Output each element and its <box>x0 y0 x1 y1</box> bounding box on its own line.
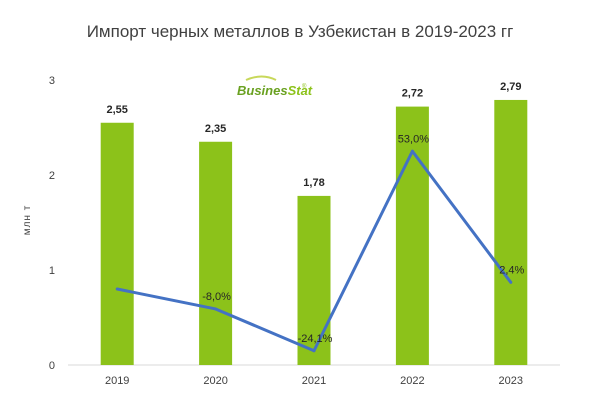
bars <box>100 99 528 365</box>
x-tick-label: 2023 <box>499 375 523 387</box>
bar <box>199 141 233 365</box>
bar <box>297 195 331 365</box>
growth-point <box>312 349 316 353</box>
x-tick-label: 2022 <box>400 375 424 387</box>
bar-value-label: 1,78 <box>303 177 324 189</box>
y-axis: 0 1 2 3 <box>49 75 55 372</box>
growth-label: 53,0% <box>398 133 429 145</box>
svg-text:BusinesStat: BusinesStat <box>237 83 313 98</box>
bar-labels: 2,55 2,35 1,78 2,72 2,79 <box>106 81 521 189</box>
bar <box>100 122 134 365</box>
line-labels: -8,0% -24,1% 53,0% 2,4% <box>202 133 524 345</box>
x-tick-label: 2020 <box>203 375 227 387</box>
growth-label: -24,1% <box>298 333 333 345</box>
bar-value-label: 2,55 <box>106 104 127 116</box>
bar-value-label: 2,79 <box>500 81 521 93</box>
growth-label: 2,4% <box>499 264 524 276</box>
logo-text-part1: Busines <box>237 83 288 98</box>
x-axis: 2019 2020 2021 2022 2023 <box>105 375 523 387</box>
bar-value-label: 2,72 <box>402 88 423 100</box>
y-axis-label: млн т <box>22 205 33 236</box>
growth-point <box>509 280 513 284</box>
logo-swoosh <box>245 75 277 81</box>
x-tick-label: 2019 <box>105 375 129 387</box>
x-tick-label: 2021 <box>302 375 326 387</box>
y-tick-label: 3 <box>49 75 55 87</box>
logo-registered-mark: ® <box>302 83 307 90</box>
y-tick-label: 0 <box>49 360 55 372</box>
growth-point <box>410 149 414 153</box>
y-tick-label: 1 <box>49 265 55 277</box>
y-tick-label: 2 <box>49 170 55 182</box>
bar <box>395 106 429 365</box>
bar <box>494 99 528 365</box>
line-series <box>115 149 513 353</box>
bar-value-label: 2,35 <box>205 123 226 135</box>
chart-title: Импорт черных металлов в Узбекистан в 20… <box>87 22 514 41</box>
growth-label: -8,0% <box>202 291 231 303</box>
logo: BusinesStat ® <box>237 75 313 98</box>
growth-point <box>115 287 119 291</box>
logo-text-part2: Stat <box>288 83 313 98</box>
growth-point <box>214 307 218 311</box>
